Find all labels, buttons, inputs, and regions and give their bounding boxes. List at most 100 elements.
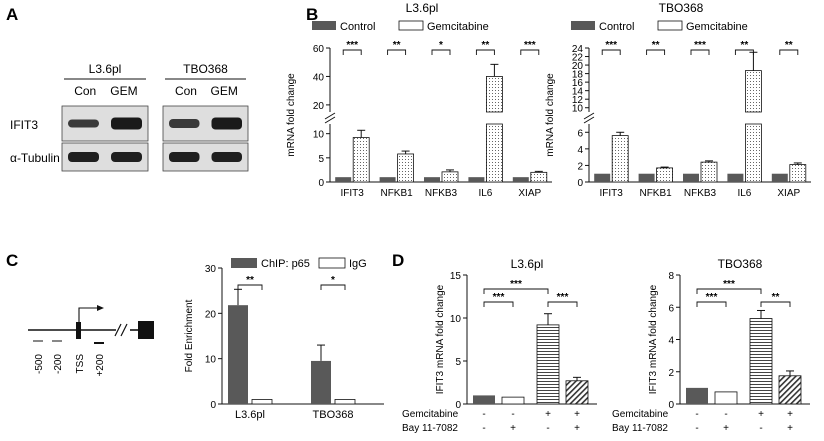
significance-label: * (331, 275, 335, 286)
condition-sign: + (787, 423, 793, 434)
bar-treated (485, 123, 503, 183)
significance-bracket (431, 49, 451, 55)
y-tick-label: 14 (572, 87, 584, 98)
blot-lane-label: Con (175, 84, 197, 98)
significance-bracket (734, 49, 754, 55)
blot-band (211, 117, 242, 130)
y-axis-label: mRNA fold change (545, 73, 556, 157)
significance-bracket (342, 49, 362, 55)
significance-label: *** (493, 292, 505, 303)
condition-sign: - (482, 409, 485, 420)
y-tick-label: 20 (313, 101, 325, 112)
panel-letter-c: C (6, 251, 18, 270)
y-tick-label: 5 (318, 154, 324, 165)
significance-label: *** (605, 40, 617, 51)
blot-lane-label: GEM (110, 84, 137, 98)
condition-sign: + (723, 423, 729, 434)
y-tick-label: 2 (668, 368, 674, 379)
bar-control (512, 177, 529, 182)
y-tick-label: 10 (205, 355, 217, 366)
y-tick-label: 24 (572, 44, 584, 55)
condition-sign: - (724, 409, 727, 420)
gene-position-label: +200 (95, 354, 106, 377)
y-tick-label: 16 (572, 78, 584, 89)
y-tick-label: 2 (577, 161, 583, 172)
condition-sign: - (546, 423, 549, 434)
exon-small (76, 322, 81, 339)
x-tick-label: IFIT3 (341, 188, 365, 199)
bar-condition (501, 396, 525, 405)
bar-condition (749, 318, 773, 405)
condition-sign: + (574, 423, 580, 434)
significance-bracket (320, 284, 346, 290)
panel-letter-a: A (6, 5, 18, 24)
condition-row-label: Gemcitabine (402, 409, 459, 420)
y-tick-label: 0 (318, 178, 324, 189)
condition-sign: - (695, 423, 698, 434)
y-tick-label: 60 (313, 44, 325, 55)
y-tick-label: 6 (577, 128, 583, 139)
significance-label: ** (652, 40, 660, 51)
blot-band (211, 152, 242, 162)
exon-large (138, 321, 154, 339)
condition-row-label: Gemcitabine (612, 409, 669, 420)
bar-control (594, 173, 611, 182)
legend-swatch-control (571, 21, 595, 30)
bar-condition (714, 391, 738, 405)
x-tick-label: NFKB1 (639, 188, 672, 199)
gene-position-label: -200 (53, 354, 64, 374)
blot-band (169, 119, 200, 128)
significance-label: *** (723, 279, 735, 290)
axis-break-mark (583, 112, 595, 124)
significance-label: ** (741, 40, 749, 51)
bar-treated (441, 171, 459, 183)
condition-row-label: Bay 11-7082 (402, 423, 458, 434)
bar-igg (251, 399, 273, 405)
panel-c-gene-diagram: -500 -200 TSS +200 (28, 305, 154, 377)
x-tick-label: XIAP (777, 188, 800, 199)
y-tick-label: 40 (313, 72, 325, 83)
legend-label: Control (340, 21, 375, 33)
x-tick-label: NFKB1 (380, 188, 413, 199)
bar-treated (700, 161, 718, 183)
y-tick-label: 10 (572, 104, 584, 115)
legend-label: IgG (349, 258, 367, 270)
panel-a: L3.6pl Con GEM TBO368 Con GEM IFIT3 α-Tubulin (10, 62, 249, 172)
y-tick-label: 10 (313, 130, 325, 141)
gene-position-label: -500 (34, 354, 45, 374)
condition-sign: + (787, 409, 793, 420)
bar-control (638, 173, 655, 182)
bar-treated (745, 123, 762, 183)
significance-bracket (483, 288, 549, 294)
bar-condition (778, 375, 802, 405)
bar-control (424, 177, 440, 182)
bar-treated (485, 76, 503, 113)
significance-label: *** (706, 292, 718, 303)
condition-sign: - (695, 409, 698, 420)
y-tick-label: 0 (455, 400, 461, 411)
bar-control (683, 173, 699, 182)
bar-treated (530, 171, 548, 183)
blot-group-label: TBO368 (183, 62, 228, 76)
legend-swatch-control (312, 21, 336, 30)
y-axis-label: mRNA fold change (286, 73, 297, 157)
significance-label: *** (346, 40, 358, 51)
x-tick-label: XIAP (518, 188, 541, 199)
bar-chip (311, 360, 331, 404)
axis-break-mark (324, 112, 336, 124)
bar-treated (656, 167, 673, 183)
bar-condition (565, 380, 589, 405)
significance-label: *** (510, 279, 522, 290)
y-tick-label: 0 (210, 400, 216, 411)
condition-sign: - (511, 409, 514, 420)
significance-label: ** (785, 40, 793, 51)
bar-condition (536, 324, 560, 405)
bar-condition (473, 395, 495, 404)
significance-bracket (237, 284, 263, 290)
significance-bracket (696, 301, 727, 307)
y-tick-label: 4 (668, 336, 674, 347)
x-tick-label: NFKB3 (425, 188, 458, 199)
